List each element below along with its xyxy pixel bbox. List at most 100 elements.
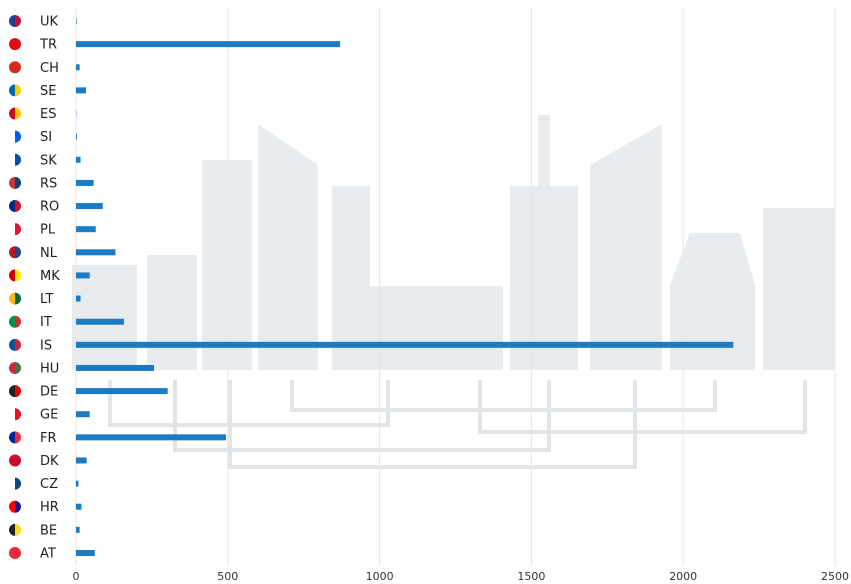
flag-icon: [9, 153, 15, 166]
bar: [76, 203, 103, 210]
bar: [76, 364, 155, 371]
flag-icon: [15, 176, 21, 189]
bar: [76, 249, 116, 256]
flag-icon: [15, 385, 21, 398]
flag-icon: [15, 292, 21, 305]
flag-icon: [9, 385, 15, 398]
bar: [76, 133, 77, 140]
flag-icon: [9, 477, 15, 490]
y-tick-label: FR: [40, 431, 57, 446]
flag-icon: [9, 361, 15, 374]
bar: [76, 41, 341, 48]
bar: [76, 480, 79, 487]
y-tick-label: HU: [40, 361, 59, 376]
y-tick-label: IS: [40, 338, 52, 353]
flag-icon: [9, 38, 15, 51]
flag-icon: [15, 361, 21, 374]
flag-icon: [9, 84, 15, 97]
flag-icon: [9, 130, 15, 143]
bar: [76, 156, 81, 163]
flag-icon: [15, 269, 21, 282]
flag-icon: [9, 223, 15, 236]
y-tick-label: AT: [40, 547, 56, 562]
flag-icon: [9, 15, 15, 27]
flag-icon: [15, 408, 21, 421]
bar: [76, 179, 94, 186]
flag-icon: [9, 454, 15, 467]
flag-icon: [15, 454, 21, 467]
bar: [76, 226, 96, 233]
bar: [76, 318, 124, 325]
flag-icon: [9, 246, 15, 259]
flag-icon: [9, 523, 15, 536]
background-city: [72, 115, 835, 469]
bar: [76, 503, 82, 510]
bar: [76, 388, 168, 395]
flag-icon: [15, 15, 21, 27]
x-tick-label: 1500: [517, 570, 545, 583]
flag-icon: [15, 223, 21, 236]
x-tick-label: 2500: [821, 570, 849, 583]
bar: [76, 434, 226, 441]
y-tick-label: RS: [40, 176, 57, 191]
flag-icon: [15, 107, 21, 120]
y-tick-label: LT: [40, 292, 53, 307]
y-tick-label: HR: [40, 500, 59, 515]
bars: [76, 18, 734, 556]
flag-icon: [15, 547, 21, 559]
y-tick-label: CH: [40, 61, 59, 76]
flag-icon: [8, 61, 15, 74]
flag-icon: [15, 38, 21, 51]
flag-icon: [15, 61, 22, 74]
y-tick-label: NL: [40, 246, 58, 261]
bar: [76, 272, 90, 279]
flag-icon: [15, 246, 21, 259]
y-tick-label: CZ: [40, 477, 58, 492]
flag-icon: [15, 477, 21, 490]
flag-icon: [15, 523, 21, 536]
y-tick-label: PL: [40, 223, 56, 238]
bar: [76, 457, 87, 464]
flag-icon: [15, 153, 21, 166]
x-tick-label: 2000: [669, 570, 697, 583]
bar: [76, 64, 80, 71]
flag-icon: [9, 315, 15, 328]
flag-icon: [9, 269, 15, 282]
flag-icon: [15, 84, 21, 97]
bar: [76, 295, 81, 302]
y-tick-label: TR: [39, 38, 57, 53]
flag-icon: [15, 315, 21, 328]
flag-icon: [15, 500, 21, 513]
y-tick-label: IT: [40, 315, 52, 330]
flag-icon: [15, 200, 21, 213]
y-tick-label: DK: [40, 454, 59, 469]
flag-icon: [15, 431, 21, 444]
bar: [76, 526, 80, 533]
y-tick-label: RO: [40, 200, 59, 215]
y-tick-label: MK: [40, 269, 60, 284]
bar: [76, 18, 77, 24]
flag-icon: [9, 431, 15, 444]
bar: [76, 87, 87, 94]
flag-icon: [9, 408, 15, 421]
flag-icon: [15, 130, 21, 143]
bar: [76, 411, 90, 418]
y-tick-label: ES: [40, 107, 56, 122]
flag-icon: [9, 176, 15, 189]
y-tick-label: GE: [40, 408, 58, 423]
flag-icon: [9, 200, 15, 213]
flag-icon: [15, 338, 21, 351]
x-tick-label: 0: [73, 570, 80, 583]
labels: 0 500 1000 1500 2000 2500 UK TR CH SE ES SI SK RS RO PL…: [8, 15, 849, 583]
flag-icon: [9, 292, 15, 305]
bar: [76, 550, 95, 556]
y-tick-label: DE: [40, 385, 58, 400]
y-tick-label: SI: [40, 130, 52, 145]
grid: [75, 8, 836, 566]
flag-icon: [9, 547, 15, 559]
x-tick-label: 1000: [366, 570, 394, 583]
bar: [76, 341, 734, 348]
y-tick-label: SE: [40, 84, 56, 99]
